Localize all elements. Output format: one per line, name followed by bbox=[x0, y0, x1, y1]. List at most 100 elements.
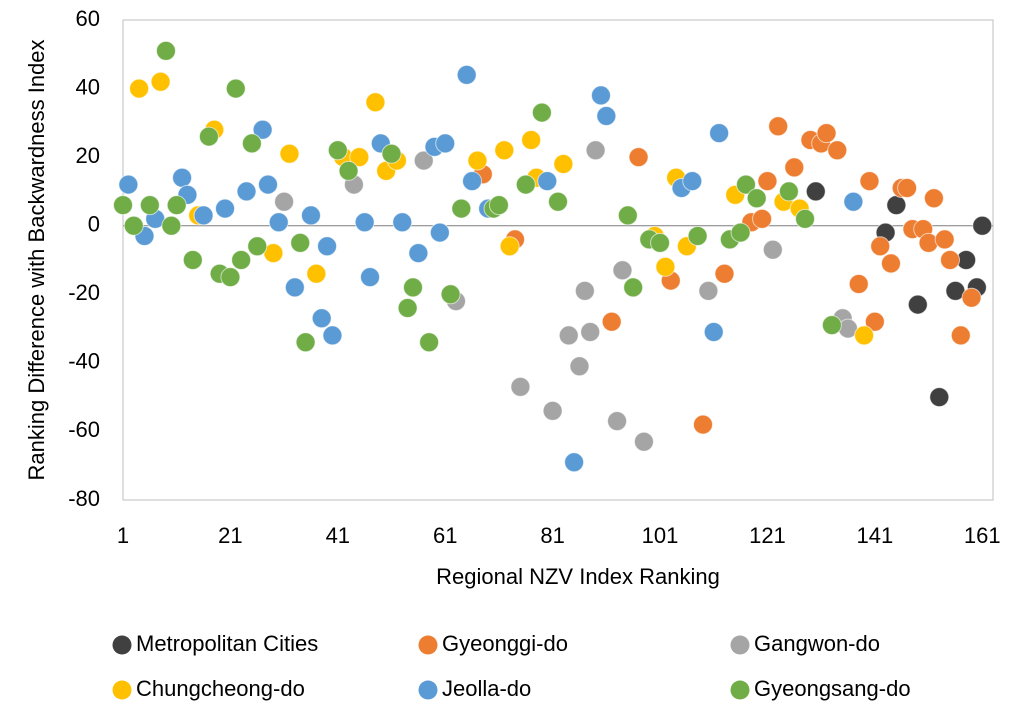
scatter-point bbox=[354, 212, 375, 233]
scatter-point bbox=[923, 188, 944, 209]
scatter-point bbox=[220, 267, 241, 288]
scatter-point bbox=[784, 157, 805, 178]
scatter-point bbox=[365, 92, 386, 113]
scatter-point bbox=[252, 119, 273, 140]
scatter-point bbox=[225, 78, 246, 99]
scatter-point bbox=[617, 205, 638, 226]
scatter-point bbox=[601, 311, 622, 332]
scatter-point bbox=[306, 263, 327, 284]
legend-label: Metropolitan Cities bbox=[136, 631, 318, 656]
scatter-point bbox=[161, 215, 182, 236]
scatter-point bbox=[166, 195, 187, 216]
scatter-point bbox=[300, 205, 321, 226]
legend-label: Gyeongsang-do bbox=[754, 676, 911, 701]
scatter-point bbox=[607, 411, 628, 432]
scatter-point bbox=[231, 250, 252, 270]
scatter-point bbox=[940, 250, 961, 270]
x-tick-label: 141 bbox=[856, 523, 893, 548]
scatter-point bbox=[241, 133, 262, 154]
scatter-point bbox=[440, 284, 461, 305]
legend-marker bbox=[418, 635, 438, 655]
plot-border bbox=[122, 19, 994, 501]
scatter-point bbox=[531, 102, 552, 123]
scatter-point bbox=[247, 236, 268, 257]
scatter-point bbox=[236, 181, 257, 202]
legend-marker bbox=[730, 680, 750, 700]
legend-marker bbox=[112, 680, 132, 700]
scatter-point bbox=[752, 208, 773, 229]
scatter-point bbox=[129, 78, 150, 99]
scatter-point bbox=[612, 260, 633, 281]
scatter-point bbox=[274, 191, 295, 212]
scatter-point bbox=[462, 171, 483, 192]
scatter-point bbox=[113, 195, 133, 216]
legend-marker bbox=[112, 635, 132, 655]
legend-label: Jeolla-do bbox=[442, 676, 531, 701]
scatter-point bbox=[215, 198, 236, 219]
scatter-point bbox=[768, 116, 789, 137]
scatter-point bbox=[564, 452, 585, 473]
scatter-point bbox=[317, 236, 338, 257]
scatter-point bbox=[730, 222, 751, 243]
scatter-point bbox=[746, 188, 767, 209]
scatter-point bbox=[698, 280, 719, 301]
scatter-point bbox=[590, 85, 611, 106]
y-tick-label: -40 bbox=[68, 349, 100, 374]
y-axis-label: Ranking Difference with Backwardness Ind… bbox=[24, 39, 49, 480]
scatter-point bbox=[435, 133, 456, 154]
scatter-point bbox=[703, 322, 724, 342]
scatter-point bbox=[714, 263, 735, 284]
y-tick-label: 40 bbox=[76, 74, 100, 99]
x-tick-label: 1 bbox=[117, 523, 129, 548]
scatter-point bbox=[778, 181, 799, 202]
scatter-point bbox=[451, 198, 472, 219]
y-tick-label: 0 bbox=[88, 212, 100, 237]
x-tick-label: 21 bbox=[218, 523, 242, 548]
scatter-point bbox=[397, 298, 418, 318]
scatter-point bbox=[150, 71, 171, 92]
scatter-point bbox=[123, 215, 144, 236]
scatter-point bbox=[456, 64, 477, 85]
scatter-point bbox=[633, 431, 654, 452]
scatter-point bbox=[542, 400, 563, 421]
scatter-point bbox=[521, 130, 542, 150]
scatter-point bbox=[623, 277, 644, 298]
scatter-point bbox=[322, 325, 343, 346]
scatter-point bbox=[381, 143, 402, 164]
scatter-point bbox=[827, 140, 848, 161]
scatter-point bbox=[198, 126, 219, 147]
x-tick-label: 61 bbox=[433, 523, 457, 548]
scatter-point bbox=[392, 212, 413, 233]
y-tick-label: -20 bbox=[68, 280, 100, 305]
scatter-point bbox=[403, 277, 423, 298]
scatter-point bbox=[338, 160, 359, 181]
scatter-point bbox=[843, 191, 864, 212]
scatter-point bbox=[972, 215, 993, 236]
y-tick-label: -60 bbox=[68, 417, 100, 442]
scatter-point bbox=[279, 143, 300, 164]
scatter-point bbox=[515, 174, 536, 195]
x-tick-label: 81 bbox=[540, 523, 564, 548]
scatter-point bbox=[311, 308, 332, 329]
scatter-point bbox=[429, 222, 450, 243]
y-tick-label: -80 bbox=[68, 486, 100, 511]
scatter-point bbox=[327, 140, 348, 161]
scatter-point bbox=[193, 205, 214, 226]
scatter-point bbox=[650, 232, 671, 253]
scatter-point bbox=[268, 212, 289, 233]
scatter-point bbox=[795, 208, 816, 229]
scatter-point bbox=[854, 325, 875, 346]
scatter-point bbox=[886, 195, 907, 216]
x-tick-label: 41 bbox=[326, 523, 350, 548]
scatter-point bbox=[182, 250, 203, 270]
scatter-point bbox=[934, 229, 955, 250]
scatter-point bbox=[553, 154, 574, 174]
scatter-point bbox=[295, 332, 316, 353]
scatter-point bbox=[816, 123, 837, 144]
scatter-point bbox=[537, 171, 558, 192]
scatter-point bbox=[735, 174, 756, 195]
scatter-point bbox=[139, 195, 160, 216]
scatter-point bbox=[880, 253, 901, 274]
legend-label: Chungcheong-do bbox=[136, 676, 305, 701]
scatter-point bbox=[757, 171, 778, 192]
